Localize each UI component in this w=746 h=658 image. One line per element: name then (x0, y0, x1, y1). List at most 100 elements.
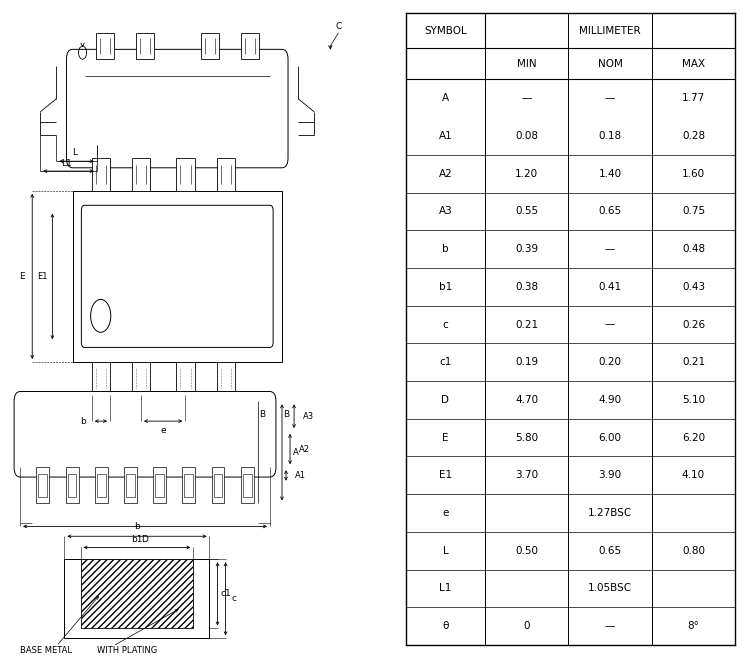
Text: A: A (442, 93, 449, 103)
Text: C: C (335, 22, 342, 31)
Text: 0.75: 0.75 (682, 207, 705, 216)
Text: L: L (72, 148, 77, 157)
Text: L1: L1 (61, 159, 72, 168)
Bar (184, 474, 193, 497)
Text: 8°: 8° (688, 621, 700, 631)
Text: MILLIMETER: MILLIMETER (579, 26, 641, 36)
Bar (92, 362, 110, 395)
Text: 6.00: 6.00 (598, 432, 621, 443)
Bar (81, 559, 193, 628)
Text: D: D (442, 395, 449, 405)
Text: 0.65: 0.65 (598, 207, 621, 216)
Text: 0.80: 0.80 (682, 545, 705, 556)
Text: A2: A2 (298, 445, 310, 453)
Text: 0.18: 0.18 (598, 131, 621, 141)
Text: A3: A3 (439, 207, 452, 216)
Bar (66, 467, 78, 503)
Text: SYMBOL: SYMBOL (424, 26, 467, 36)
Text: e: e (442, 508, 448, 518)
Bar (97, 474, 106, 497)
Text: 3.90: 3.90 (598, 470, 621, 480)
Text: 3.70: 3.70 (515, 470, 538, 480)
Text: c1: c1 (220, 590, 231, 598)
Text: 0: 0 (524, 621, 530, 631)
Bar (177, 362, 195, 395)
Text: 1.27BSC: 1.27BSC (588, 508, 632, 518)
Text: A1: A1 (295, 471, 306, 480)
Bar (96, 33, 114, 59)
Text: 0.38: 0.38 (515, 282, 538, 291)
FancyBboxPatch shape (81, 205, 273, 347)
Text: 4.70: 4.70 (515, 395, 538, 405)
Bar (213, 474, 222, 497)
Text: E: E (442, 432, 448, 443)
Text: 0.26: 0.26 (682, 320, 705, 330)
Bar (182, 467, 195, 503)
Bar (241, 33, 259, 59)
Text: 0.41: 0.41 (598, 282, 621, 291)
Text: —: — (605, 244, 615, 254)
Text: E1: E1 (439, 470, 452, 480)
Text: 4.90: 4.90 (598, 395, 621, 405)
Text: 1.05BSC: 1.05BSC (588, 584, 632, 594)
Text: NOM: NOM (598, 59, 622, 69)
Bar (217, 362, 235, 395)
Text: MIN: MIN (517, 59, 536, 69)
Text: 0.08: 0.08 (515, 131, 538, 141)
Text: B: B (283, 410, 289, 419)
Text: 0.39: 0.39 (515, 244, 538, 254)
Bar (212, 467, 225, 503)
Text: —: — (605, 320, 615, 330)
Text: 0.19: 0.19 (515, 357, 538, 367)
Bar (153, 467, 166, 503)
Bar (177, 158, 195, 191)
Bar (155, 474, 164, 497)
Text: WITH PLATING: WITH PLATING (97, 645, 157, 655)
Bar (201, 33, 219, 59)
Text: 0.55: 0.55 (515, 207, 538, 216)
Text: 0.43: 0.43 (682, 282, 705, 291)
Text: c: c (231, 594, 236, 603)
Text: 0.21: 0.21 (515, 320, 538, 330)
Text: B: B (259, 410, 265, 419)
Text: A1: A1 (439, 131, 452, 141)
Text: b1: b1 (131, 535, 142, 544)
Bar (217, 158, 235, 191)
Text: 4.10: 4.10 (682, 470, 705, 480)
Text: L: L (442, 545, 448, 556)
Bar (137, 33, 154, 59)
Bar (92, 158, 110, 191)
Text: 0.65: 0.65 (598, 545, 621, 556)
Text: 0.48: 0.48 (682, 244, 705, 254)
Bar (132, 362, 150, 395)
Text: E: E (19, 272, 25, 281)
Text: 1.60: 1.60 (682, 168, 705, 179)
Text: c: c (442, 320, 448, 330)
Text: 6.20: 6.20 (682, 432, 705, 443)
Text: 0.20: 0.20 (598, 357, 621, 367)
Bar (124, 467, 137, 503)
Bar (72, 191, 282, 362)
Text: —: — (605, 93, 615, 103)
Text: b1: b1 (439, 282, 452, 291)
Text: b: b (134, 522, 140, 531)
FancyBboxPatch shape (14, 392, 276, 477)
Bar (39, 474, 47, 497)
Bar (37, 467, 49, 503)
Text: b: b (442, 244, 449, 254)
Text: e: e (160, 426, 166, 436)
Text: 0.50: 0.50 (515, 545, 538, 556)
Text: c1: c1 (439, 357, 451, 367)
Text: —: — (605, 621, 615, 631)
Text: 0.28: 0.28 (682, 131, 705, 141)
Text: BASE METAL: BASE METAL (20, 645, 72, 655)
Text: 1.77: 1.77 (682, 93, 705, 103)
Bar (242, 474, 251, 497)
Bar (64, 559, 210, 638)
Text: 5.80: 5.80 (515, 432, 538, 443)
Text: 1.20: 1.20 (515, 168, 538, 179)
FancyBboxPatch shape (66, 49, 288, 168)
Bar (126, 474, 135, 497)
Text: L1: L1 (439, 584, 451, 594)
Text: 1.40: 1.40 (598, 168, 621, 179)
